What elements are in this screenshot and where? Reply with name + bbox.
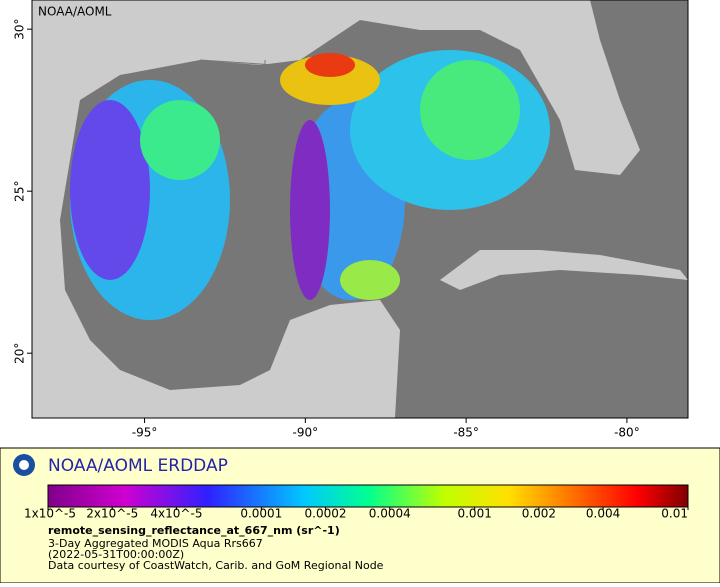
colorbar-tick-label: 0.0002 — [305, 507, 347, 521]
y-tick-label: 25° — [13, 181, 27, 202]
land — [32, 0, 640, 418]
logo-inner — [19, 460, 29, 470]
colorbar-tick-label: 0.0001 — [240, 507, 282, 521]
info-line: 3-Day Aggregated MODIS Aqua Rrs667 — [48, 537, 263, 550]
legend-title: NOAA/AOML ERDDAP — [48, 456, 228, 476]
x-tick-label: -85° — [453, 426, 479, 440]
colorbar-tick-label: 4x10^-5 — [150, 507, 202, 521]
x-tick-label: -90° — [293, 426, 319, 440]
info-line: (2022-05-31T00:00:00Z) — [48, 548, 184, 561]
colorbar-tick-label: 1x10^-5 — [24, 507, 76, 521]
land — [440, 250, 688, 290]
colorbar-tick-label: 0.01 — [661, 507, 688, 521]
colorbar — [47, 484, 689, 508]
data-overlay — [70, 50, 550, 320]
colorbar-tick-label: 2x10^-5 — [86, 507, 138, 521]
attribution: NOAA/AOML — [38, 5, 112, 19]
variable-name: remote_sensing_reflectance_at_667_nm (sr… — [48, 524, 340, 537]
y-tick-label: 20° — [13, 343, 27, 364]
colorbar-tick-label: 0.004 — [586, 507, 620, 521]
map-frame — [31, 0, 689, 419]
map-area — [32, 0, 688, 418]
land-shade — [199, 59, 276, 300]
colorbar-tick-label: 0.001 — [457, 507, 491, 521]
info-line: Data courtesy of CoastWatch, Carib. and … — [48, 559, 384, 572]
legend-panel — [0, 447, 720, 584]
y-tick-label: 30° — [13, 19, 27, 40]
x-tick-label: -95° — [132, 426, 158, 440]
colorbar-tick-label: 0.0004 — [369, 507, 411, 521]
colorbar-tick-label: 0.002 — [522, 507, 556, 521]
x-tick-label: -80° — [614, 426, 640, 440]
